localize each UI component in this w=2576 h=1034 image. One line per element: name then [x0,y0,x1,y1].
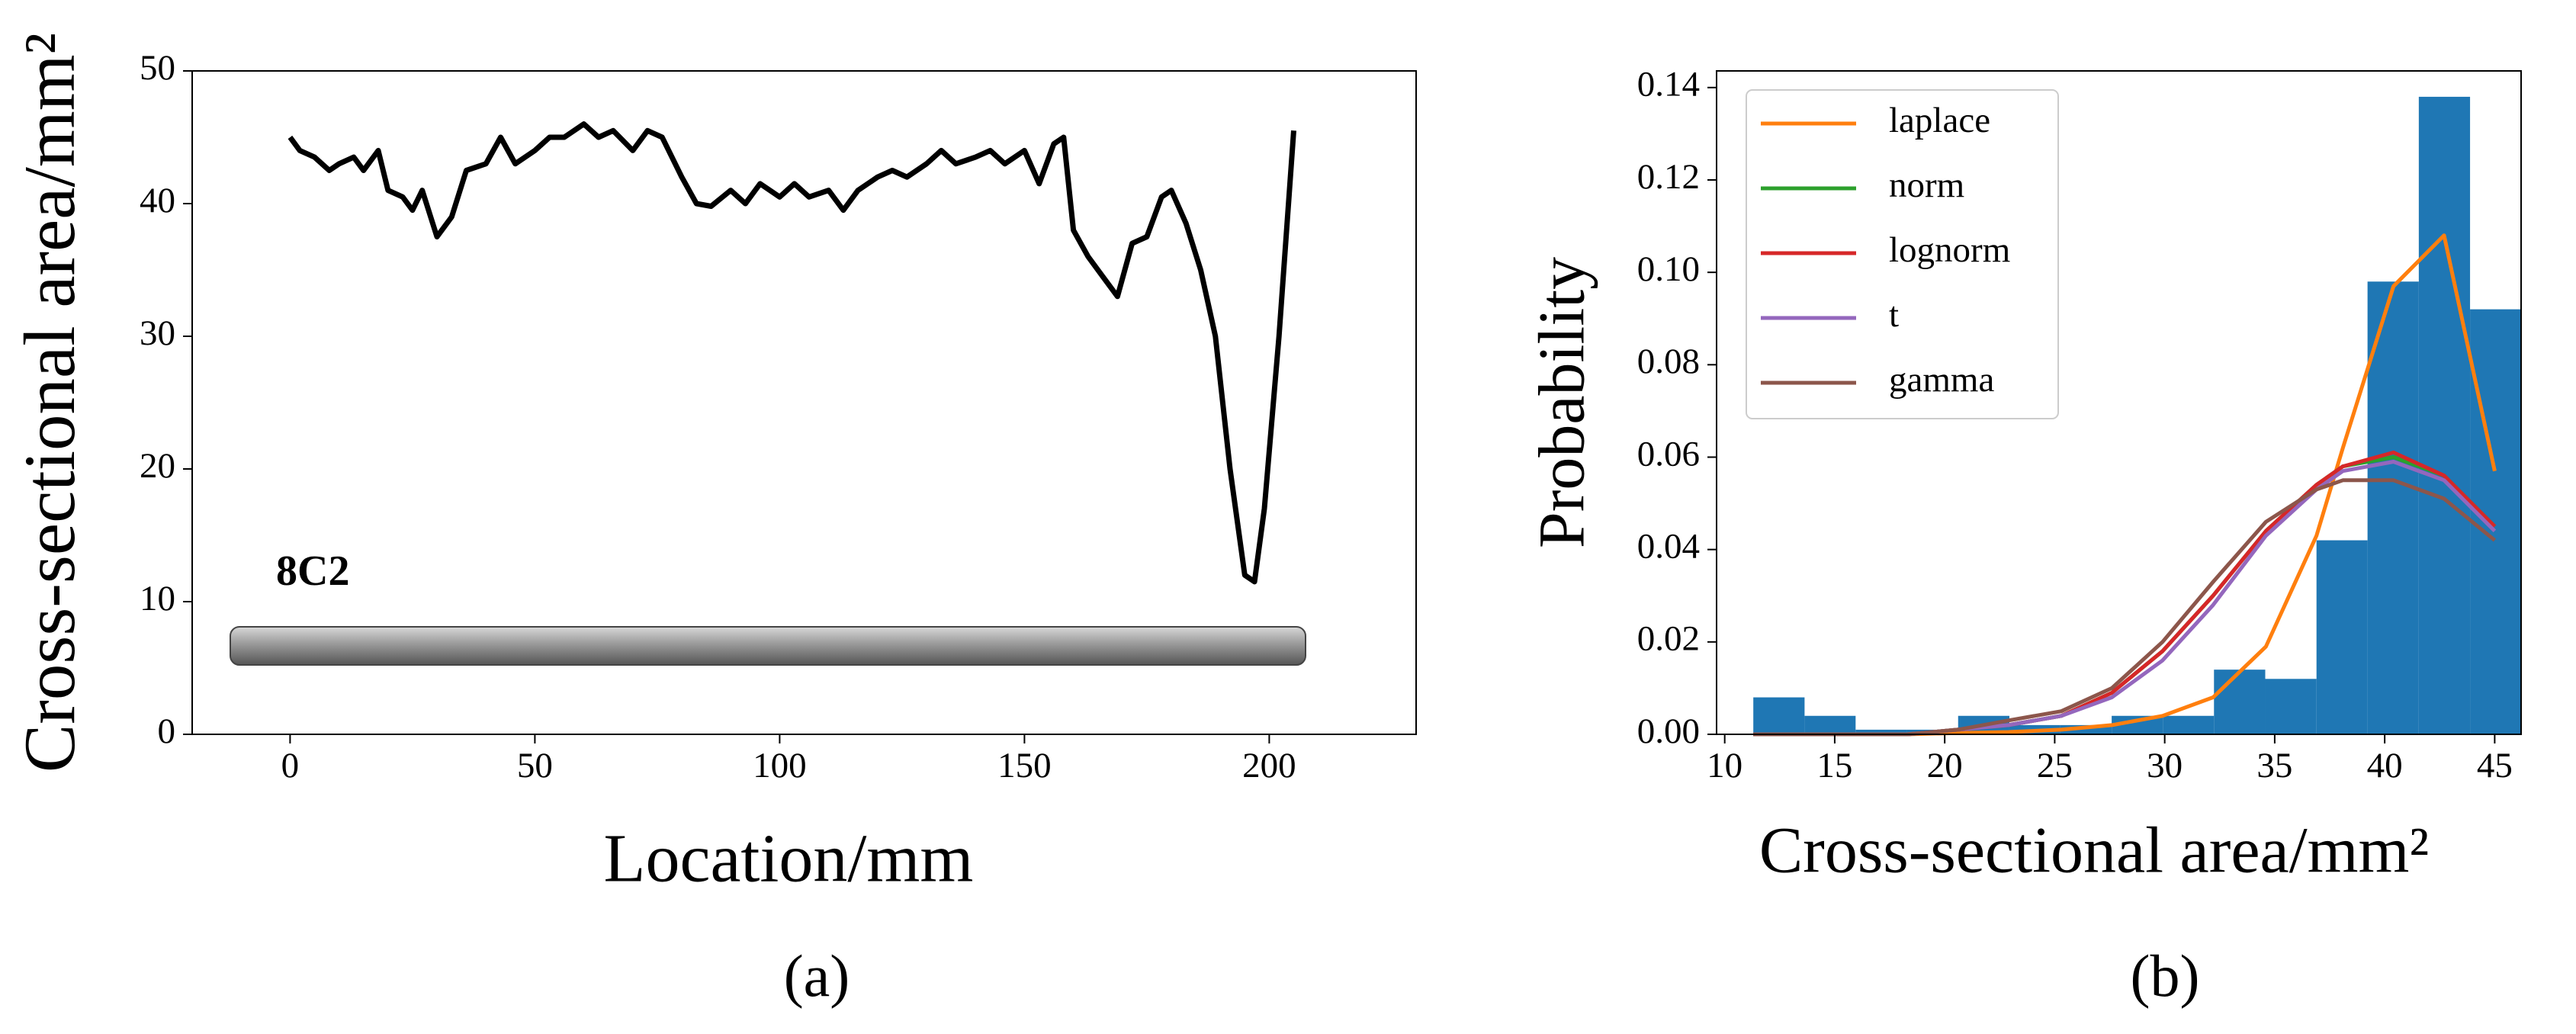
y-tick-label: 40 [140,181,175,220]
x-tick-label: 50 [517,746,553,785]
x-tick-label: 200 [1242,746,1296,785]
histogram-bar [2470,309,2521,734]
x-tick-label: 25 [2037,746,2073,785]
caption: (a) [784,942,850,1009]
y-tick-label: 0.02 [1637,619,1700,659]
histogram-bar [2316,540,2368,734]
legend-label: laplace [1889,101,1990,140]
y-tick-label: 0.06 [1637,434,1700,474]
histogram-bar [1804,715,1856,734]
y-axis-label: Probability [1525,257,1598,548]
y-tick-label: 50 [140,48,175,88]
y-tick-label: 10 [140,579,175,618]
x-tick-label: 0 [281,746,300,785]
x-tick-label: 40 [2367,746,2403,785]
y-tick-label: 0.12 [1637,157,1700,197]
plot-frame [191,70,1417,735]
legend-label: lognorm [1889,230,2010,270]
caption: (b) [2131,942,2200,1009]
x-tick-label: 100 [753,746,807,785]
x-axis-label: Cross-sectional area/mm² [1759,814,2429,887]
y-tick-label: 0.14 [1637,65,1700,104]
histogram-bar [2214,670,2266,734]
annotation: 8C2 [276,548,349,595]
data-line [287,121,1296,585]
legend-box [1746,89,2059,419]
histogram-bar [2418,96,2471,735]
x-axis-label: Location/mm [604,821,974,897]
legend-label: t [1889,295,1899,335]
y-tick-label: 0 [158,711,176,751]
y-tick-label: 30 [140,313,175,353]
y-tick-label: 0.04 [1637,526,1700,566]
specimen-image [230,626,1306,666]
y-axis-label: Cross-sectional area/mm² [9,33,90,772]
x-tick-label: 30 [2147,746,2183,785]
x-tick-label: 10 [1707,746,1742,785]
legend-label: norm [1889,165,1964,205]
x-tick-label: 35 [2256,746,2292,785]
legend-label: gamma [1889,360,1994,400]
y-tick-label: 0.00 [1637,711,1700,751]
histogram-bar [2163,715,2215,734]
y-tick-label: 20 [140,446,175,486]
histogram-bar [2367,281,2419,734]
histogram-bar [1753,697,1805,734]
x-tick-label: 150 [997,746,1052,785]
x-tick-label: 15 [1816,746,1852,785]
x-tick-label: 20 [1927,746,1963,785]
plot-frame [1716,70,2522,735]
histogram-bar [1855,729,1907,734]
y-tick-label: 0.08 [1637,342,1700,381]
y-tick-label: 0.10 [1637,249,1700,289]
histogram-bar [2265,679,2317,734]
x-tick-label: 45 [2477,746,2513,785]
